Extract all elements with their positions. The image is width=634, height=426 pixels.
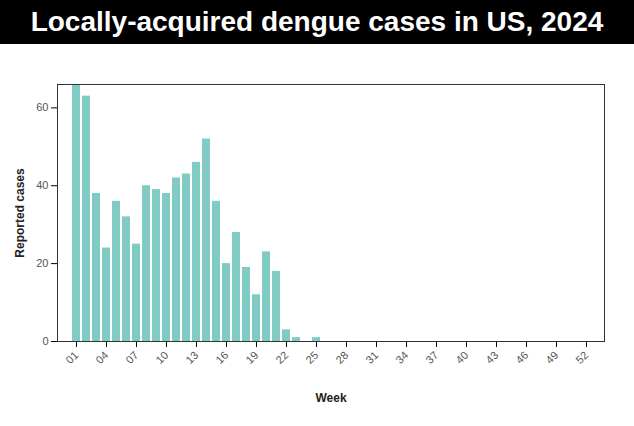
svg-text:52: 52 — [573, 349, 590, 366]
svg-text:31: 31 — [363, 349, 380, 366]
html-text:Locally-acquired dengue cases: Locally-acquired dengue cases in US, 202… — [30, 6, 604, 37]
svg-text:Reported cases: Reported cases — [13, 168, 27, 258]
svg-text:20: 20 — [36, 257, 48, 269]
svg-text:43: 43 — [483, 349, 500, 366]
svg-text:22: 22 — [273, 349, 290, 366]
svg-text:0: 0 — [42, 335, 48, 347]
svg-text:37: 37 — [423, 349, 440, 366]
svg-text:34: 34 — [393, 349, 410, 366]
svg-text:40: 40 — [36, 179, 48, 191]
svg-text:28: 28 — [333, 349, 350, 366]
svg-text:01: 01 — [63, 349, 80, 366]
svg-text:07: 07 — [123, 349, 140, 366]
svg-text:49: 49 — [543, 349, 560, 366]
svg-text:13: 13 — [183, 349, 200, 366]
svg-text:40: 40 — [453, 349, 470, 366]
svg-text:25: 25 — [303, 349, 320, 366]
svg-text:46: 46 — [513, 349, 530, 366]
svg-text:Week: Week — [315, 391, 346, 405]
svg-text:19: 19 — [243, 349, 260, 366]
svg-text:16: 16 — [213, 349, 230, 366]
svg-text:10: 10 — [153, 349, 170, 366]
svg-text:04: 04 — [93, 349, 110, 366]
svg-text:60: 60 — [36, 101, 48, 113]
